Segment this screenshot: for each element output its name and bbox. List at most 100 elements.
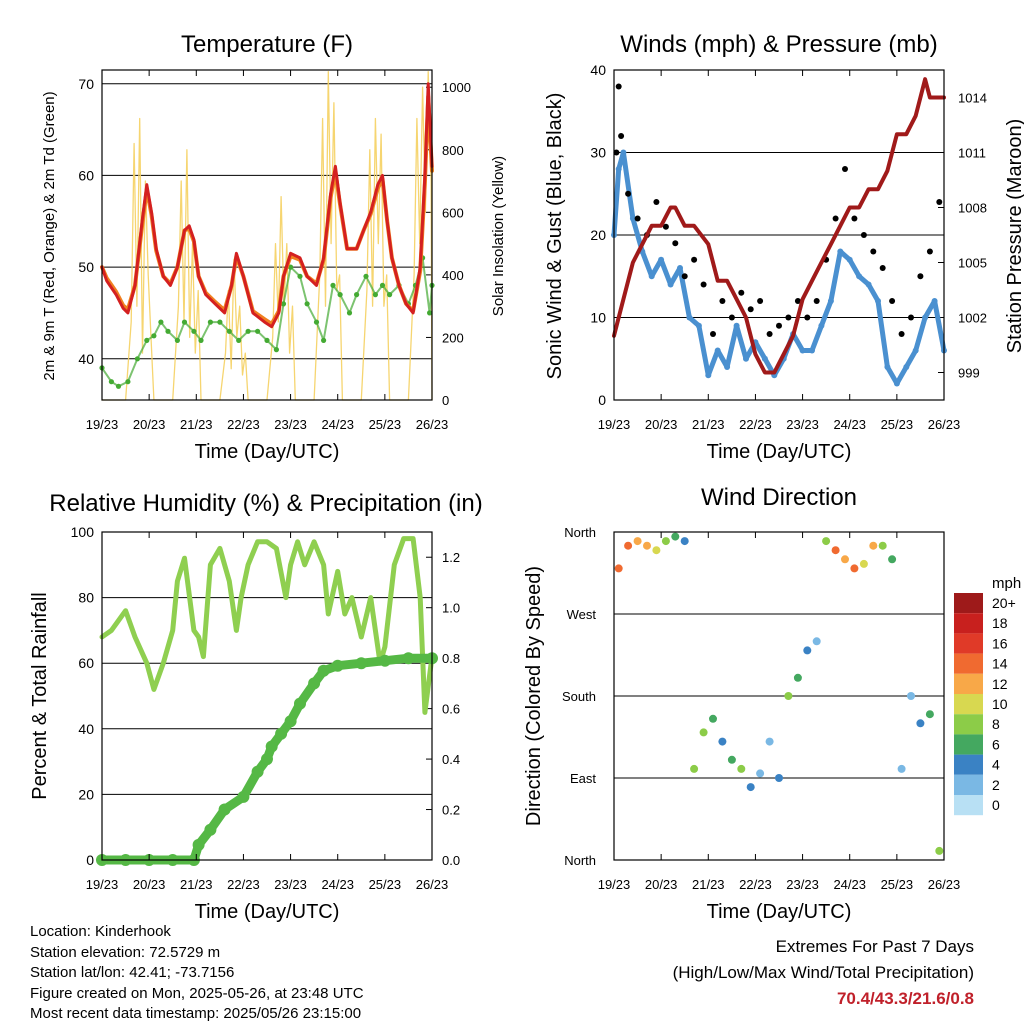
wind-point — [809, 347, 815, 354]
legend-label: 20+ — [992, 595, 1016, 611]
gust-point — [813, 298, 820, 304]
winds-x-tick-label: 22/23 — [739, 417, 772, 432]
winds-x-tick-label: 19/23 — [598, 417, 631, 432]
extremes-values: 70.4/43.3/21.6/0.8 — [836, 989, 974, 1008]
precip-point — [308, 677, 321, 690]
temperature-x-tick-label: 22/23 — [227, 417, 260, 432]
precip-point — [218, 803, 231, 816]
gust-point — [728, 314, 735, 321]
humidity-y-tick-label: 40 — [78, 721, 94, 737]
wind-series-line — [611, 150, 947, 386]
direction-point — [680, 537, 689, 546]
wind-point — [799, 347, 806, 354]
elevation-text: Station elevation: 72.5729 m — [30, 943, 221, 961]
humidity-x-tick-label: 21/23 — [180, 877, 213, 892]
direction-point — [633, 537, 642, 546]
gust-point — [936, 199, 943, 205]
direction-point — [765, 737, 774, 746]
wind-point — [922, 314, 929, 321]
wind-point — [912, 347, 919, 354]
precip-point — [237, 790, 250, 803]
direction-point — [916, 719, 925, 728]
direction-legend-title: mph — [992, 575, 1021, 592]
direction-point — [727, 755, 736, 764]
gust-point — [700, 281, 707, 288]
wind-point — [875, 298, 881, 304]
direction-point — [624, 541, 633, 550]
precip-point — [402, 652, 415, 665]
direction-point — [869, 541, 878, 550]
winds-ylabel-left: Sonic Wind & Gust (Blue, Black) — [544, 93, 566, 380]
gust-point — [870, 248, 877, 255]
gust-point — [681, 273, 688, 280]
direction-xlabel: Time (Day/UTC) — [707, 901, 852, 923]
precip-point — [204, 823, 217, 836]
insolation-series-line — [101, 70, 433, 401]
humidity-x-tick-label: 26/23 — [416, 877, 449, 892]
gust-point — [719, 298, 726, 304]
winds-title: Winds (mph) & Pressure (mb) — [620, 31, 937, 58]
precip-point — [284, 715, 297, 728]
precip-point — [261, 753, 273, 766]
humidity-y2-tick-label: 1.2 — [442, 550, 460, 565]
direction-x-tick-label: 26/23 — [928, 877, 961, 892]
wind-point — [629, 215, 636, 222]
direction-point — [793, 673, 802, 682]
direction-point — [841, 555, 849, 564]
direction-point — [850, 564, 859, 573]
gust-point — [757, 298, 764, 304]
wind-point — [658, 256, 665, 263]
legend-label: 14 — [992, 656, 1008, 672]
legend-swatch — [954, 795, 983, 816]
direction-point — [935, 846, 944, 855]
temperature-y2-tick-label: 1000 — [442, 80, 471, 95]
wind-point — [931, 298, 938, 304]
temperature-y2-tick-label: 800 — [442, 143, 464, 158]
latlon-text: Station lat/lon: 42.41; -73.7156 — [30, 964, 235, 981]
temperature-ylabel-left: 2m & 9m T (Red, Orange) & 2m Td (Green) — [41, 91, 58, 380]
humidity-ylabel-left: Percent & Total Rainfall — [29, 592, 51, 800]
direction-y-tick-label: East — [570, 771, 596, 786]
legend-swatch — [954, 653, 983, 674]
wind-point — [903, 364, 910, 370]
winds-y2-tick-label: 1005 — [958, 256, 987, 271]
direction-x-tick-label: 19/23 — [598, 877, 631, 892]
gust-point — [634, 215, 641, 222]
legend-label: 12 — [992, 676, 1008, 692]
temperature-x-tick-label: 26/23 — [416, 417, 449, 432]
direction-point — [737, 764, 746, 773]
direction-point — [907, 692, 915, 700]
direction-x-tick-label: 23/23 — [786, 877, 819, 892]
gust-point — [738, 289, 745, 296]
gust-point — [926, 248, 933, 255]
direction-y-tick-label: South — [562, 689, 596, 704]
extremes-subtitle: (High/Low/Max Wind/Total Precipitation) — [672, 963, 974, 982]
temperature-x-tick-label: 25/23 — [369, 417, 402, 432]
temperature-x-tick-label: 23/23 — [274, 417, 307, 432]
humidity-y-tick-label: 60 — [78, 655, 94, 671]
legend-swatch — [954, 633, 983, 654]
temperature-y-tick-label: 50 — [78, 259, 94, 275]
humidity-x-tick-label: 22/23 — [227, 877, 260, 892]
humidity-y-tick-label: 80 — [78, 590, 94, 606]
precip-point — [265, 740, 278, 753]
gust-point — [860, 232, 867, 238]
gust-point — [625, 190, 632, 197]
legend-swatch — [954, 673, 983, 694]
gust-point — [842, 166, 848, 172]
direction-point — [925, 710, 934, 719]
gust-point — [785, 314, 792, 321]
temperature-x-tick-label: 20/23 — [133, 417, 166, 432]
precip-point — [251, 765, 264, 778]
winds-x-tick-label: 26/23 — [928, 417, 961, 432]
humidity-title: Relative Humidity (%) & Precipitation (i… — [49, 490, 482, 517]
direction-point — [643, 541, 651, 550]
legend-swatch — [954, 714, 983, 735]
humidity-y2-tick-label: 1.0 — [442, 601, 460, 616]
wind-point — [837, 248, 844, 255]
winds-y-tick-label: 10 — [590, 310, 606, 326]
gust-point — [691, 256, 698, 263]
precip-point — [294, 697, 306, 710]
legend-swatch — [954, 754, 983, 775]
